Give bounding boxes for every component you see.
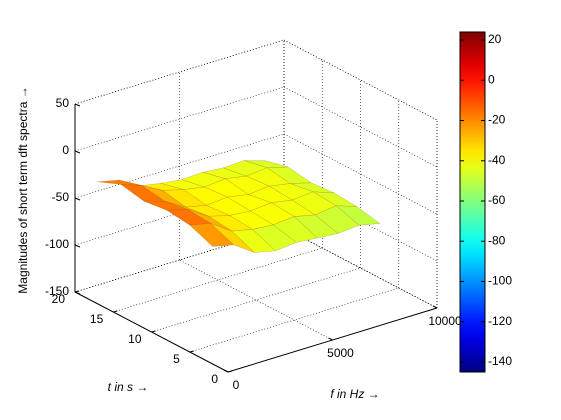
grid-line bbox=[74, 133, 285, 199]
y-tick-label: 5 bbox=[173, 352, 180, 366]
tick-mark bbox=[189, 350, 194, 353]
grid-line bbox=[189, 287, 399, 353]
y-tick-label: 0 bbox=[211, 372, 218, 386]
surface-patch bbox=[165, 209, 212, 226]
tick-mark bbox=[74, 103, 81, 107]
y-tick-label: 20 bbox=[52, 292, 66, 306]
tick-mark bbox=[328, 337, 333, 341]
tick-mark bbox=[223, 369, 229, 373]
y-axis-label: t in s → bbox=[108, 380, 149, 394]
surface-patch bbox=[97, 179, 142, 186]
z-tick-label: -100 bbox=[45, 237, 69, 251]
y-tick-label: 10 bbox=[128, 332, 142, 346]
colorbar-tick-label: -140 bbox=[488, 354, 512, 368]
surface bbox=[97, 160, 381, 253]
tick-mark bbox=[74, 290, 80, 293]
surface-patch bbox=[251, 224, 297, 252]
surface-patch bbox=[224, 175, 270, 195]
tick-mark bbox=[151, 330, 156, 333]
surface-patch bbox=[120, 184, 166, 202]
colorbar-tick-label: -80 bbox=[488, 233, 506, 247]
tick-mark bbox=[74, 150, 81, 154]
colorbar-tick-label: -20 bbox=[488, 113, 506, 127]
surface-patch bbox=[189, 223, 235, 247]
colorbar bbox=[459, 31, 486, 373]
surface-patch bbox=[182, 186, 229, 206]
tick-mark bbox=[74, 244, 81, 248]
tick-mark bbox=[227, 370, 233, 373]
tick-mark bbox=[74, 197, 81, 201]
x-axis-label: f in Hz → bbox=[330, 387, 379, 401]
z-tick-label: -50 bbox=[52, 190, 70, 204]
y-tick-label: 15 bbox=[90, 312, 104, 326]
surface-patch bbox=[210, 223, 255, 253]
colorbar-tick-label: 0 bbox=[488, 72, 495, 86]
z-tick-label: -150 bbox=[45, 284, 69, 298]
grid-line bbox=[74, 39, 285, 105]
surface-patch bbox=[161, 189, 208, 208]
surface-patch bbox=[143, 200, 188, 211]
colorbar-tick-label: -60 bbox=[488, 193, 506, 207]
tick-mark bbox=[113, 310, 118, 313]
grid-line bbox=[151, 267, 361, 333]
grid-line bbox=[74, 180, 285, 246]
tick-mark bbox=[432, 305, 438, 309]
colorbar-tick-label: -100 bbox=[488, 274, 512, 288]
grid-line bbox=[227, 307, 438, 373]
grid-line bbox=[179, 259, 333, 341]
colorbar-tick-label: -120 bbox=[488, 314, 512, 328]
surface-patch bbox=[266, 166, 312, 184]
grid-line bbox=[113, 247, 323, 313]
x-tick-label: 5000 bbox=[327, 346, 354, 360]
grid-line bbox=[74, 227, 285, 293]
z-axis-label: Magnitudes of short term dft spectra → bbox=[16, 86, 30, 293]
z-tick-label: 50 bbox=[56, 96, 70, 110]
x-tick-label: 0 bbox=[233, 378, 240, 392]
surface-patch bbox=[226, 194, 273, 212]
surface-patch bbox=[141, 185, 186, 208]
grid-line bbox=[74, 86, 285, 152]
colorbar-tick-label: -40 bbox=[488, 153, 506, 167]
colorbar-tick-label: 20 bbox=[488, 32, 502, 46]
x-tick-label: 10000 bbox=[428, 314, 462, 328]
z-tick-label: 0 bbox=[62, 143, 69, 157]
surface-patch bbox=[185, 205, 230, 217]
